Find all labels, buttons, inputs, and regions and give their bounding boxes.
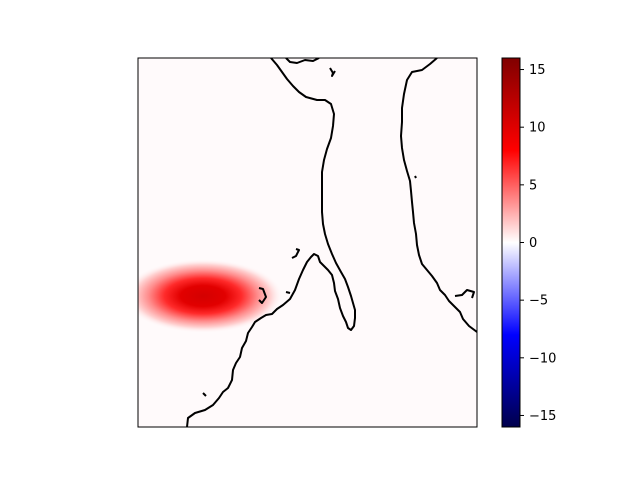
island-small-2 (258, 287, 267, 304)
colorbar-tick-label: −5 (529, 294, 548, 309)
coastline-west (186, 58, 356, 427)
map-content (138, 58, 477, 427)
colorbar-tick-label: −10 (529, 351, 556, 366)
island-small-3 (285, 291, 291, 294)
coastlines (186, 58, 477, 427)
colorbar-tick-label: 15 (529, 63, 546, 78)
colorbar (502, 58, 520, 427)
island-north (329, 67, 336, 77)
colorbar-tick-label: −15 (529, 409, 556, 424)
island-east (454, 289, 475, 299)
colorbar-tick-label: 5 (529, 178, 537, 193)
map-background (138, 58, 477, 427)
island-small-4 (202, 392, 207, 397)
island-small-5 (414, 175, 417, 179)
map-frame (137, 57, 478, 428)
coastline-north (285, 58, 320, 64)
island-small-1 (291, 248, 300, 259)
colorbar-ticks: 15 10 5 0 −5 −10 −15 (520, 63, 556, 424)
warm-anomaly (138, 259, 283, 333)
colorbar-tick-label: 10 (529, 121, 546, 136)
coastline-east (400, 58, 477, 333)
colorbar-tick-label: 0 (529, 236, 537, 251)
